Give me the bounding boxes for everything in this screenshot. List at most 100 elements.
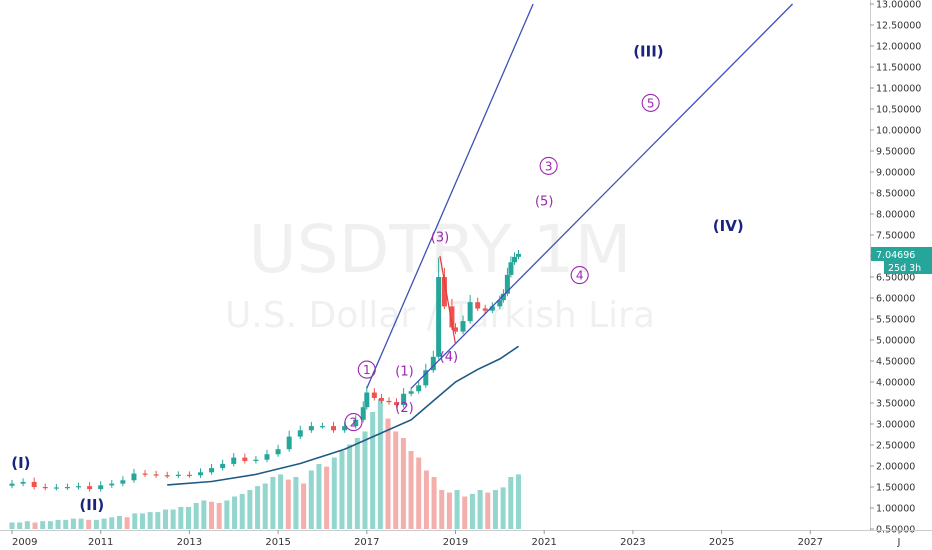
wave-label-text: 5 [647,96,655,110]
volume-bar [339,451,345,529]
volume-bar [285,479,291,529]
volume-bar [500,487,506,529]
x-tick-label: J [897,537,901,548]
candle-body [220,463,226,469]
candle-body [120,480,126,484]
countdown-badge: 25d 3h [884,261,932,274]
symbol-watermark: USDTRY 1M U.S. Dollar / Turkish Lira [225,211,655,336]
volume-bar [17,522,23,529]
volume-bar [469,493,475,529]
volume-bar [239,493,245,529]
candle-body [142,473,148,475]
volume-bar [477,490,483,529]
wave-label[interactable]: (5) [535,195,553,210]
trend-line[interactable] [439,255,457,345]
volume-bar [400,438,406,529]
y-tick-label: 6.00000 [876,294,915,305]
candle-body [253,459,259,461]
candle-body [275,449,281,455]
wave-label[interactable]: (IV) [713,217,744,235]
wave-label[interactable]: 5 [641,93,660,112]
candle-body [209,468,215,473]
candle-body [42,487,48,489]
candle-body [453,327,458,332]
candle-body [342,426,348,431]
volume-bar [155,512,161,529]
wave-label[interactable]: 2 [344,413,363,432]
candle-body [360,407,366,420]
candle-body [441,277,447,307]
trend-line[interactable] [366,3,534,389]
candle-body [475,302,481,309]
time-axis[interactable]: 2009 2011 2013 2015 2017 2019 2021 2023 2025 2027… [0,530,932,548]
candle-body [408,391,414,394]
last-price-text: 7.04696 [876,250,915,261]
candle-body [76,486,82,488]
y-tick-label: 11.00000 [876,84,921,95]
wave-label[interactable]: (2) [395,401,413,416]
y-tick-label: 10.50000 [876,105,921,116]
volume-bar [132,513,138,529]
wave-label-text: 1 [363,363,371,377]
candle-body [331,426,337,431]
volume-bar [209,501,215,529]
wave-label[interactable]: (I) [11,454,30,472]
y-tick-label: 8.50000 [876,189,915,200]
candle-body [87,486,93,490]
candle-body [53,487,59,489]
wave-labels[interactable]: (I) (II) (III) (IV) 1 2 3 4 5 (1) (2) (3) (4) (5) [11,43,743,515]
volume-bar [255,486,261,529]
candle-body [297,430,303,437]
candle-body [378,397,384,401]
price-axis[interactable]: 13.00000 12.50000 12.00000 11.50000 11.00000… [870,0,921,536]
wave-label[interactable]: (II) [79,496,104,514]
wave-label-circle [539,156,558,175]
candle-body [449,306,455,328]
volume-bar [101,518,107,529]
x-tick-label: 2019 [443,537,468,548]
countdown-text: 25d 3h [888,263,921,274]
candle-body [153,474,159,476]
volume-bar [193,503,199,529]
volume-bar [47,521,53,529]
wave-label[interactable]: 4 [570,266,589,285]
trend-line[interactable] [410,3,794,389]
y-tick-label: 5.00000 [876,336,915,347]
wave-label[interactable]: (3) [431,230,449,245]
volume-bar [40,521,46,529]
candle-body [515,253,521,257]
candle-body [197,472,203,476]
wave-label[interactable]: (III) [633,43,663,61]
wave-label[interactable]: 1 [357,360,376,379]
y-tick-label: 9.50000 [876,147,915,158]
x-tick-label: 2013 [177,537,202,548]
volume-bar [86,519,92,529]
wave-label[interactable]: (1) [395,365,413,380]
x-tick-label: 2009 [12,537,37,548]
candle-body [164,475,170,477]
y-tick-label: 12.50000 [876,21,921,32]
wave-label-text: (II) [79,496,104,514]
wave-label[interactable]: 3 [539,156,558,175]
y-tick-label: 1.00000 [876,504,915,515]
wave-label[interactable]: (4) [440,350,458,365]
volume-bar [408,451,414,529]
candle-body [242,457,248,461]
volume-bar [270,477,276,529]
volume-bar [301,483,307,529]
trend-lines[interactable] [366,3,794,389]
volume-bar [185,506,191,529]
volume-bar [232,496,238,529]
candle-body [64,487,70,489]
y-tick-label: 7.50000 [876,231,915,242]
y-tick-label: 13.00000 [876,0,921,11]
candle-body [467,302,473,322]
candle-body [98,485,104,490]
candle-body [489,306,495,311]
wave-label-text: (IV) [713,217,744,235]
candle-body [319,426,325,428]
volume-bar [55,519,61,529]
candle-body [308,426,314,431]
